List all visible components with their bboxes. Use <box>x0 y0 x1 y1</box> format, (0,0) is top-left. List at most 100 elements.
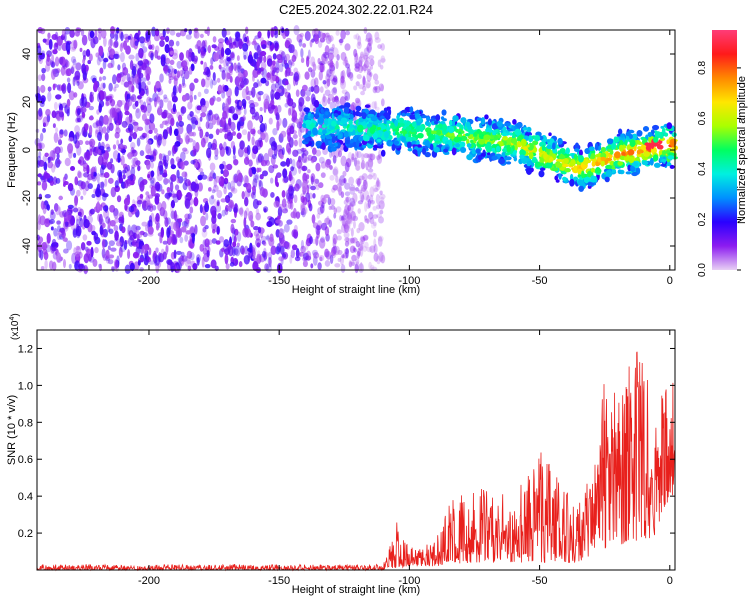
spectrogram-cell <box>50 60 54 68</box>
spectrogram-cell <box>72 58 77 66</box>
spectrogram-cell <box>189 94 193 103</box>
spectrogram-cell <box>254 174 259 181</box>
spectrogram-cell <box>155 80 161 89</box>
spectrogram-cell <box>145 160 151 170</box>
spectrogram-cell <box>335 99 340 108</box>
spectrogram-cell <box>424 127 432 133</box>
spectrogram-cell <box>358 112 363 117</box>
spectrogram-cell <box>65 240 73 251</box>
spectrogram-cell <box>212 36 217 43</box>
spectrogram-cell <box>286 219 293 225</box>
spectrogram-cell <box>227 192 233 198</box>
spectrogram-cell <box>154 45 160 55</box>
spectrogram-cell <box>236 169 241 180</box>
spectrogram-cell <box>225 98 230 108</box>
spectrogram-cell <box>595 168 602 174</box>
spectrogram-cell <box>369 153 376 161</box>
spectrogram-cell <box>314 34 320 45</box>
y-tick-label: 40 <box>21 48 33 60</box>
spectrogram-cell <box>302 43 307 48</box>
spectrogram-cell <box>347 143 354 148</box>
spectrogram-cell <box>641 160 649 166</box>
spectrogram-cell <box>230 140 236 150</box>
spectrogram-cell <box>221 84 226 94</box>
spectrogram-cell <box>429 143 434 151</box>
spectrogram-cell <box>108 228 114 235</box>
spectrogram-cell <box>143 105 148 114</box>
spectrogram-cell <box>131 63 137 69</box>
spectrogram-cell <box>611 142 617 150</box>
spectrogram-cell <box>506 139 512 144</box>
spectrogram-cell <box>372 214 379 219</box>
spectrogram-cell <box>358 61 362 69</box>
spectrogram-cell <box>399 122 405 127</box>
spectrogram-cell <box>352 220 356 229</box>
spectrogram-cell <box>148 260 156 265</box>
spectrogram-cell <box>296 251 302 258</box>
spectrogram-cell <box>221 69 226 80</box>
spectrogram-cell <box>313 179 319 187</box>
spectrogram-cell <box>170 174 177 182</box>
spectrogram-cell <box>139 238 144 245</box>
spectrogram-cell <box>491 123 499 130</box>
snr-y-ticks: 0.20.40.60.81.01.2 <box>18 343 675 540</box>
spectrogram-cell <box>150 52 154 61</box>
spectrogram-cell <box>253 52 259 60</box>
spectrogram-cell <box>350 211 356 221</box>
spectrogram-cell <box>50 68 56 80</box>
x-tick-label: -100 <box>398 275 420 287</box>
spectrogram-cell <box>189 251 195 261</box>
spectrogram-cell <box>102 82 106 89</box>
spectrogram-cell <box>142 231 148 238</box>
spectrogram-cell <box>310 263 314 269</box>
spectrogram-cell <box>356 250 361 260</box>
spectrogram-cell <box>333 113 339 117</box>
spectrogram-cell <box>42 172 49 183</box>
spectrogram-cell <box>117 64 121 71</box>
spectrogram-cell <box>336 182 342 192</box>
spectrogram-cell <box>545 162 553 169</box>
spectrogram-cell <box>164 217 169 228</box>
spectrogram-cell <box>288 44 295 54</box>
spectrogram-cell <box>169 30 176 36</box>
spectrogram-cell <box>656 144 664 150</box>
spectrogram-cell <box>546 144 552 150</box>
spectrogram-cell <box>342 217 347 228</box>
spectrogram-cell <box>652 124 660 131</box>
spectrogram-cell <box>451 147 457 156</box>
spectrogram-cell <box>357 247 361 257</box>
spectrogram-cell <box>537 162 545 166</box>
spectrogram-cell <box>228 117 232 126</box>
spectrogram-cell <box>401 136 406 143</box>
spectrogram-cell <box>504 156 512 161</box>
snr-x-ticks: -200 -150 -100 -50 0 <box>138 330 673 587</box>
spectrogram-cell <box>51 110 57 119</box>
spectrogram-cell <box>227 181 231 190</box>
spectrogram-cell <box>190 159 196 165</box>
spectrogram-cell <box>476 117 482 122</box>
spectrogram-cell <box>230 223 235 234</box>
spectrogram-cell <box>217 84 223 95</box>
spectrogram-cell <box>367 199 372 209</box>
spectrogram-cell <box>252 198 259 210</box>
spectrogram-cell <box>128 54 135 60</box>
spectrogram-cell <box>95 52 100 58</box>
spectrogram-cell <box>200 98 206 108</box>
spectrogram-cell <box>296 148 303 154</box>
spectrogram-cell <box>265 235 270 240</box>
spectrogram-cell <box>320 161 327 169</box>
spectrogram-cell <box>394 119 398 127</box>
spectrogram-cell <box>663 132 669 137</box>
spectrogram-cell <box>243 210 248 220</box>
spectrogram-cell <box>241 191 245 200</box>
spectrogram-cell <box>107 218 111 229</box>
spectrogram-cell <box>42 38 47 43</box>
spectrogram-cell <box>81 63 87 74</box>
spectrogram-cell <box>271 153 277 160</box>
spectrogram-cell <box>211 189 216 194</box>
spectrogram-cell <box>89 91 95 97</box>
spectrogram-cell <box>299 111 305 117</box>
spectrogram-cell <box>484 114 489 120</box>
spectrogram-cell <box>290 166 297 176</box>
spectrogram-cell <box>97 27 102 34</box>
